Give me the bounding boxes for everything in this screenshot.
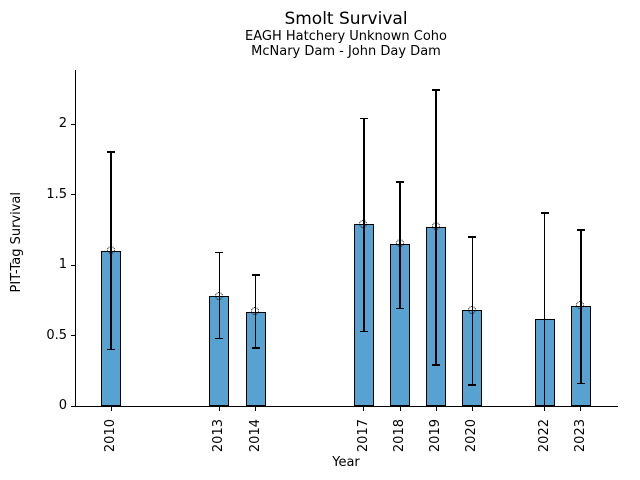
estimate-marker-icon-2017 [359,219,368,228]
error-cap-top-2013 [215,251,224,254]
error-cap-top-2014 [251,274,260,276]
chart-subtitle-hatchery: EAGH Hatchery Unknown Coho [245,29,447,44]
y-tick [71,123,75,125]
x-tick [471,407,473,411]
error-cap-top-2018 [396,181,405,183]
x-tick-label-2019: 2019 [428,419,444,453]
chart-subtitle-reach: McNary Dam - John Day Dam [251,44,441,59]
error-cap-bottom-2010 [107,348,116,351]
error-cap-bottom-2023 [576,382,585,385]
x-tick-label-2014: 2014 [247,419,263,453]
y-tick-label: 1.5 [46,186,67,202]
error-cap-top-2023 [576,229,585,231]
x-tick [363,407,365,411]
x-tick [399,407,401,411]
estimate-marker-icon-2023 [576,301,585,310]
x-tick-label-2022: 2022 [536,419,552,453]
error-cap-bottom-2013 [215,337,224,340]
y-tick-label: 1 [58,257,67,272]
x-tick [110,407,112,411]
x-tick-label-2010: 2010 [103,419,119,453]
y-tick [71,194,75,195]
error-cap-bottom-2020 [468,384,477,386]
y-tick-label: 0 [58,398,67,413]
estimate-marker-icon-2010 [106,246,115,255]
plot-area: 0 0.5 1 1.5 2 2010 2013 2014 2017 2018 2019 2020 202… [46,70,618,452]
estimate-marker-icon-2019 [431,222,440,231]
error-cap-bottom-2018 [396,307,405,310]
y-axis-label: PIT-Tag Survival [9,192,24,293]
error-cap-top-2020 [468,236,477,238]
error-cap-bottom-2014 [251,347,260,349]
x-tick [255,407,257,411]
x-tick-label-2023: 2023 [572,419,588,453]
y-tick [71,405,75,407]
estimate-marker-icon-2020 [467,305,476,314]
estimate-marker-icon-2013 [214,291,223,300]
x-tick-label-2020: 2020 [464,419,480,453]
y-tick [71,264,75,266]
error-cap-top-2019 [432,89,441,91]
x-tick-label-2013: 2013 [211,419,227,453]
x-tick [544,407,546,411]
error-cap-top-2022 [540,212,549,214]
error-cap-bottom-2019 [432,364,441,366]
x-tick-label-2018: 2018 [392,419,408,453]
x-tick-label-2017: 2017 [355,419,371,453]
x-axis-label: Year [332,455,360,470]
error-cap-top-2010 [107,151,116,153]
y-tick-label: 2 [58,116,67,131]
x-tick [435,407,437,411]
error-bar-2022 [543,212,546,406]
y-tick-label: 0.5 [46,327,67,343]
x-tick [580,407,582,411]
estimate-marker-icon-2018 [395,239,404,248]
estimate-marker-icon-2014 [251,307,260,316]
error-cap-top-2017 [359,117,368,120]
error-cap-bottom-2017 [359,330,368,333]
x-tick [218,407,220,411]
chart-title: Smolt Survival [284,9,408,29]
y-tick [71,335,75,336]
